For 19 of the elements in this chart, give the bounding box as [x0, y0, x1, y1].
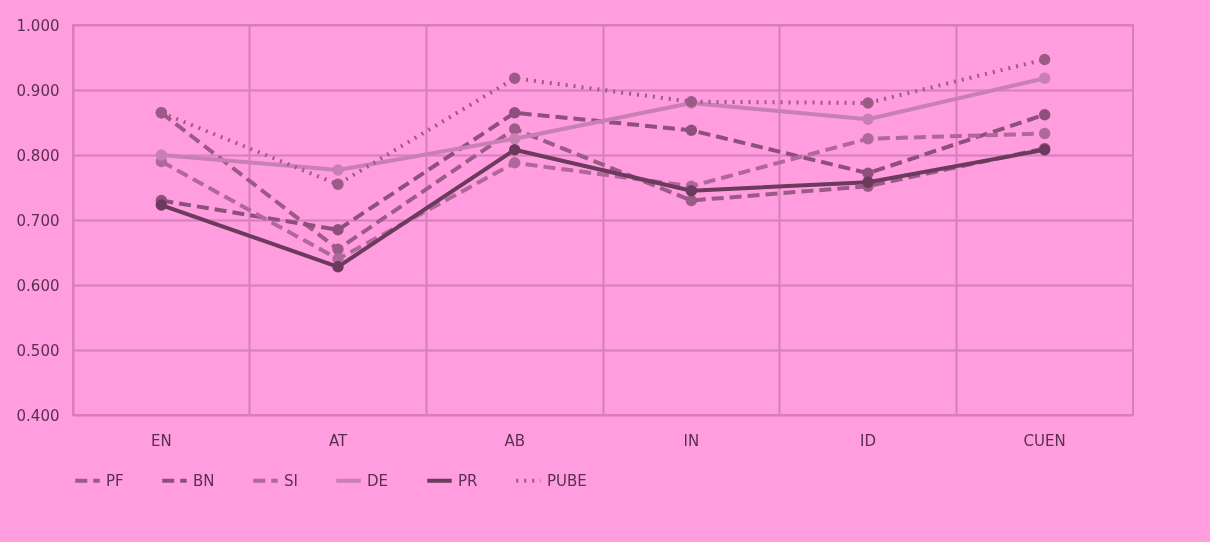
y-tick-label: 0.600	[16, 276, 60, 295]
y-tick-label: 0.500	[16, 341, 60, 360]
y-tick-label: 0.800	[16, 146, 60, 165]
x-tick-label: CUEN	[1023, 431, 1066, 450]
legend-label: PUBE	[547, 471, 587, 490]
y-tick-label: 0.400	[16, 406, 60, 425]
legend-label: DE	[367, 471, 389, 490]
y-tick-label: 0.700	[16, 211, 60, 230]
legend-label: SI	[284, 471, 298, 490]
x-tick-label: EN	[150, 431, 172, 450]
x-tick-label: AT	[328, 431, 348, 450]
x-tick-label: AB	[504, 431, 525, 450]
legend-label: BN	[193, 471, 215, 490]
legend-label: PR	[458, 471, 478, 490]
x-tick-label: ID	[860, 431, 876, 450]
y-tick-label: 1.000	[16, 16, 60, 35]
x-tick-label: IN	[683, 431, 700, 450]
y-tick-label: 0.900	[16, 81, 60, 100]
legend-label: PF	[106, 471, 124, 490]
